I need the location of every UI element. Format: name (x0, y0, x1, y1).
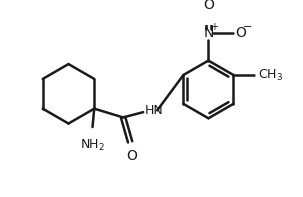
Text: N: N (203, 26, 214, 40)
Text: −: − (243, 22, 252, 32)
Text: O: O (126, 149, 137, 163)
Text: NH$_2$: NH$_2$ (80, 138, 105, 153)
Text: O: O (235, 26, 246, 40)
Text: +: + (210, 22, 218, 32)
Text: HN: HN (145, 104, 164, 117)
Text: CH$_3$: CH$_3$ (258, 67, 283, 83)
Text: O: O (203, 0, 214, 12)
